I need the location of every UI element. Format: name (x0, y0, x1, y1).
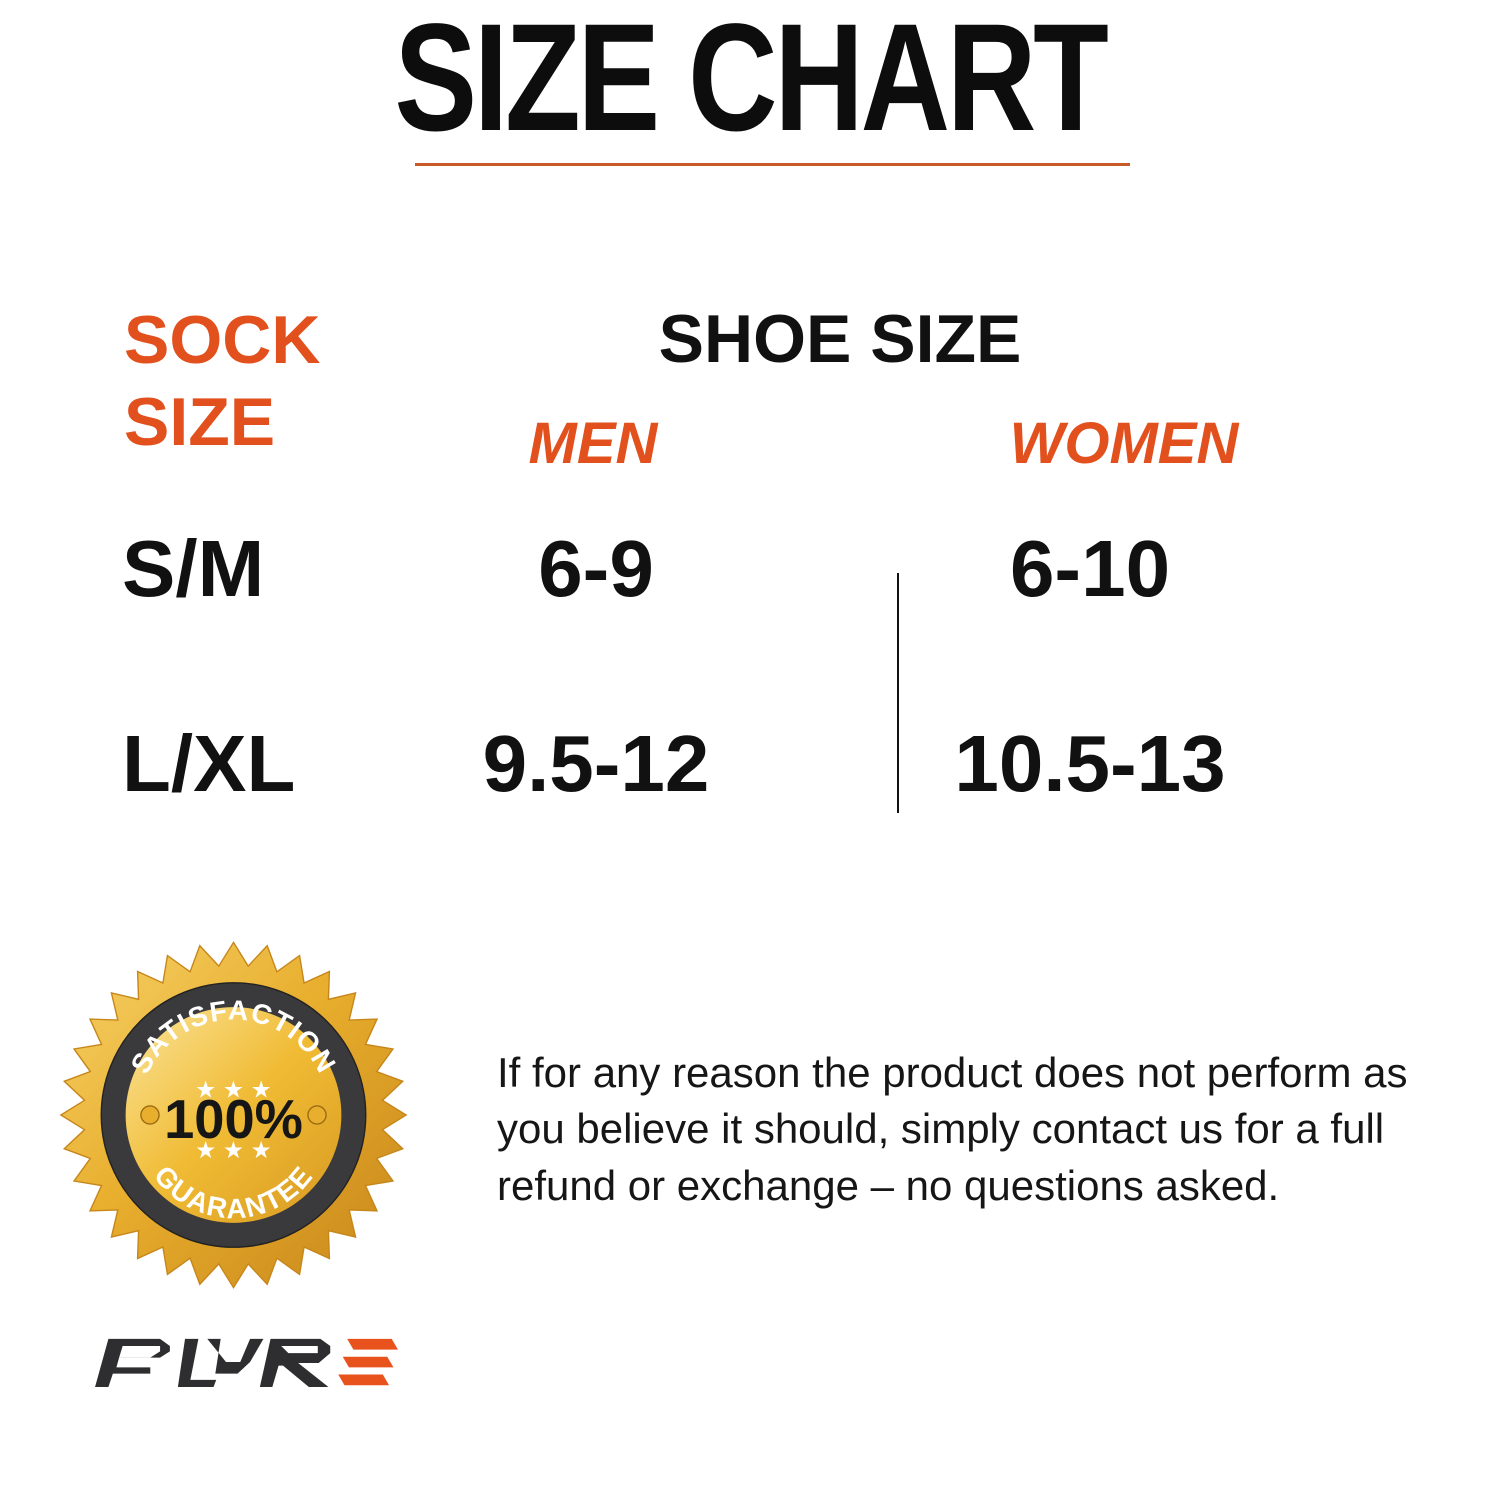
svg-text:100%: 100% (164, 1089, 303, 1150)
